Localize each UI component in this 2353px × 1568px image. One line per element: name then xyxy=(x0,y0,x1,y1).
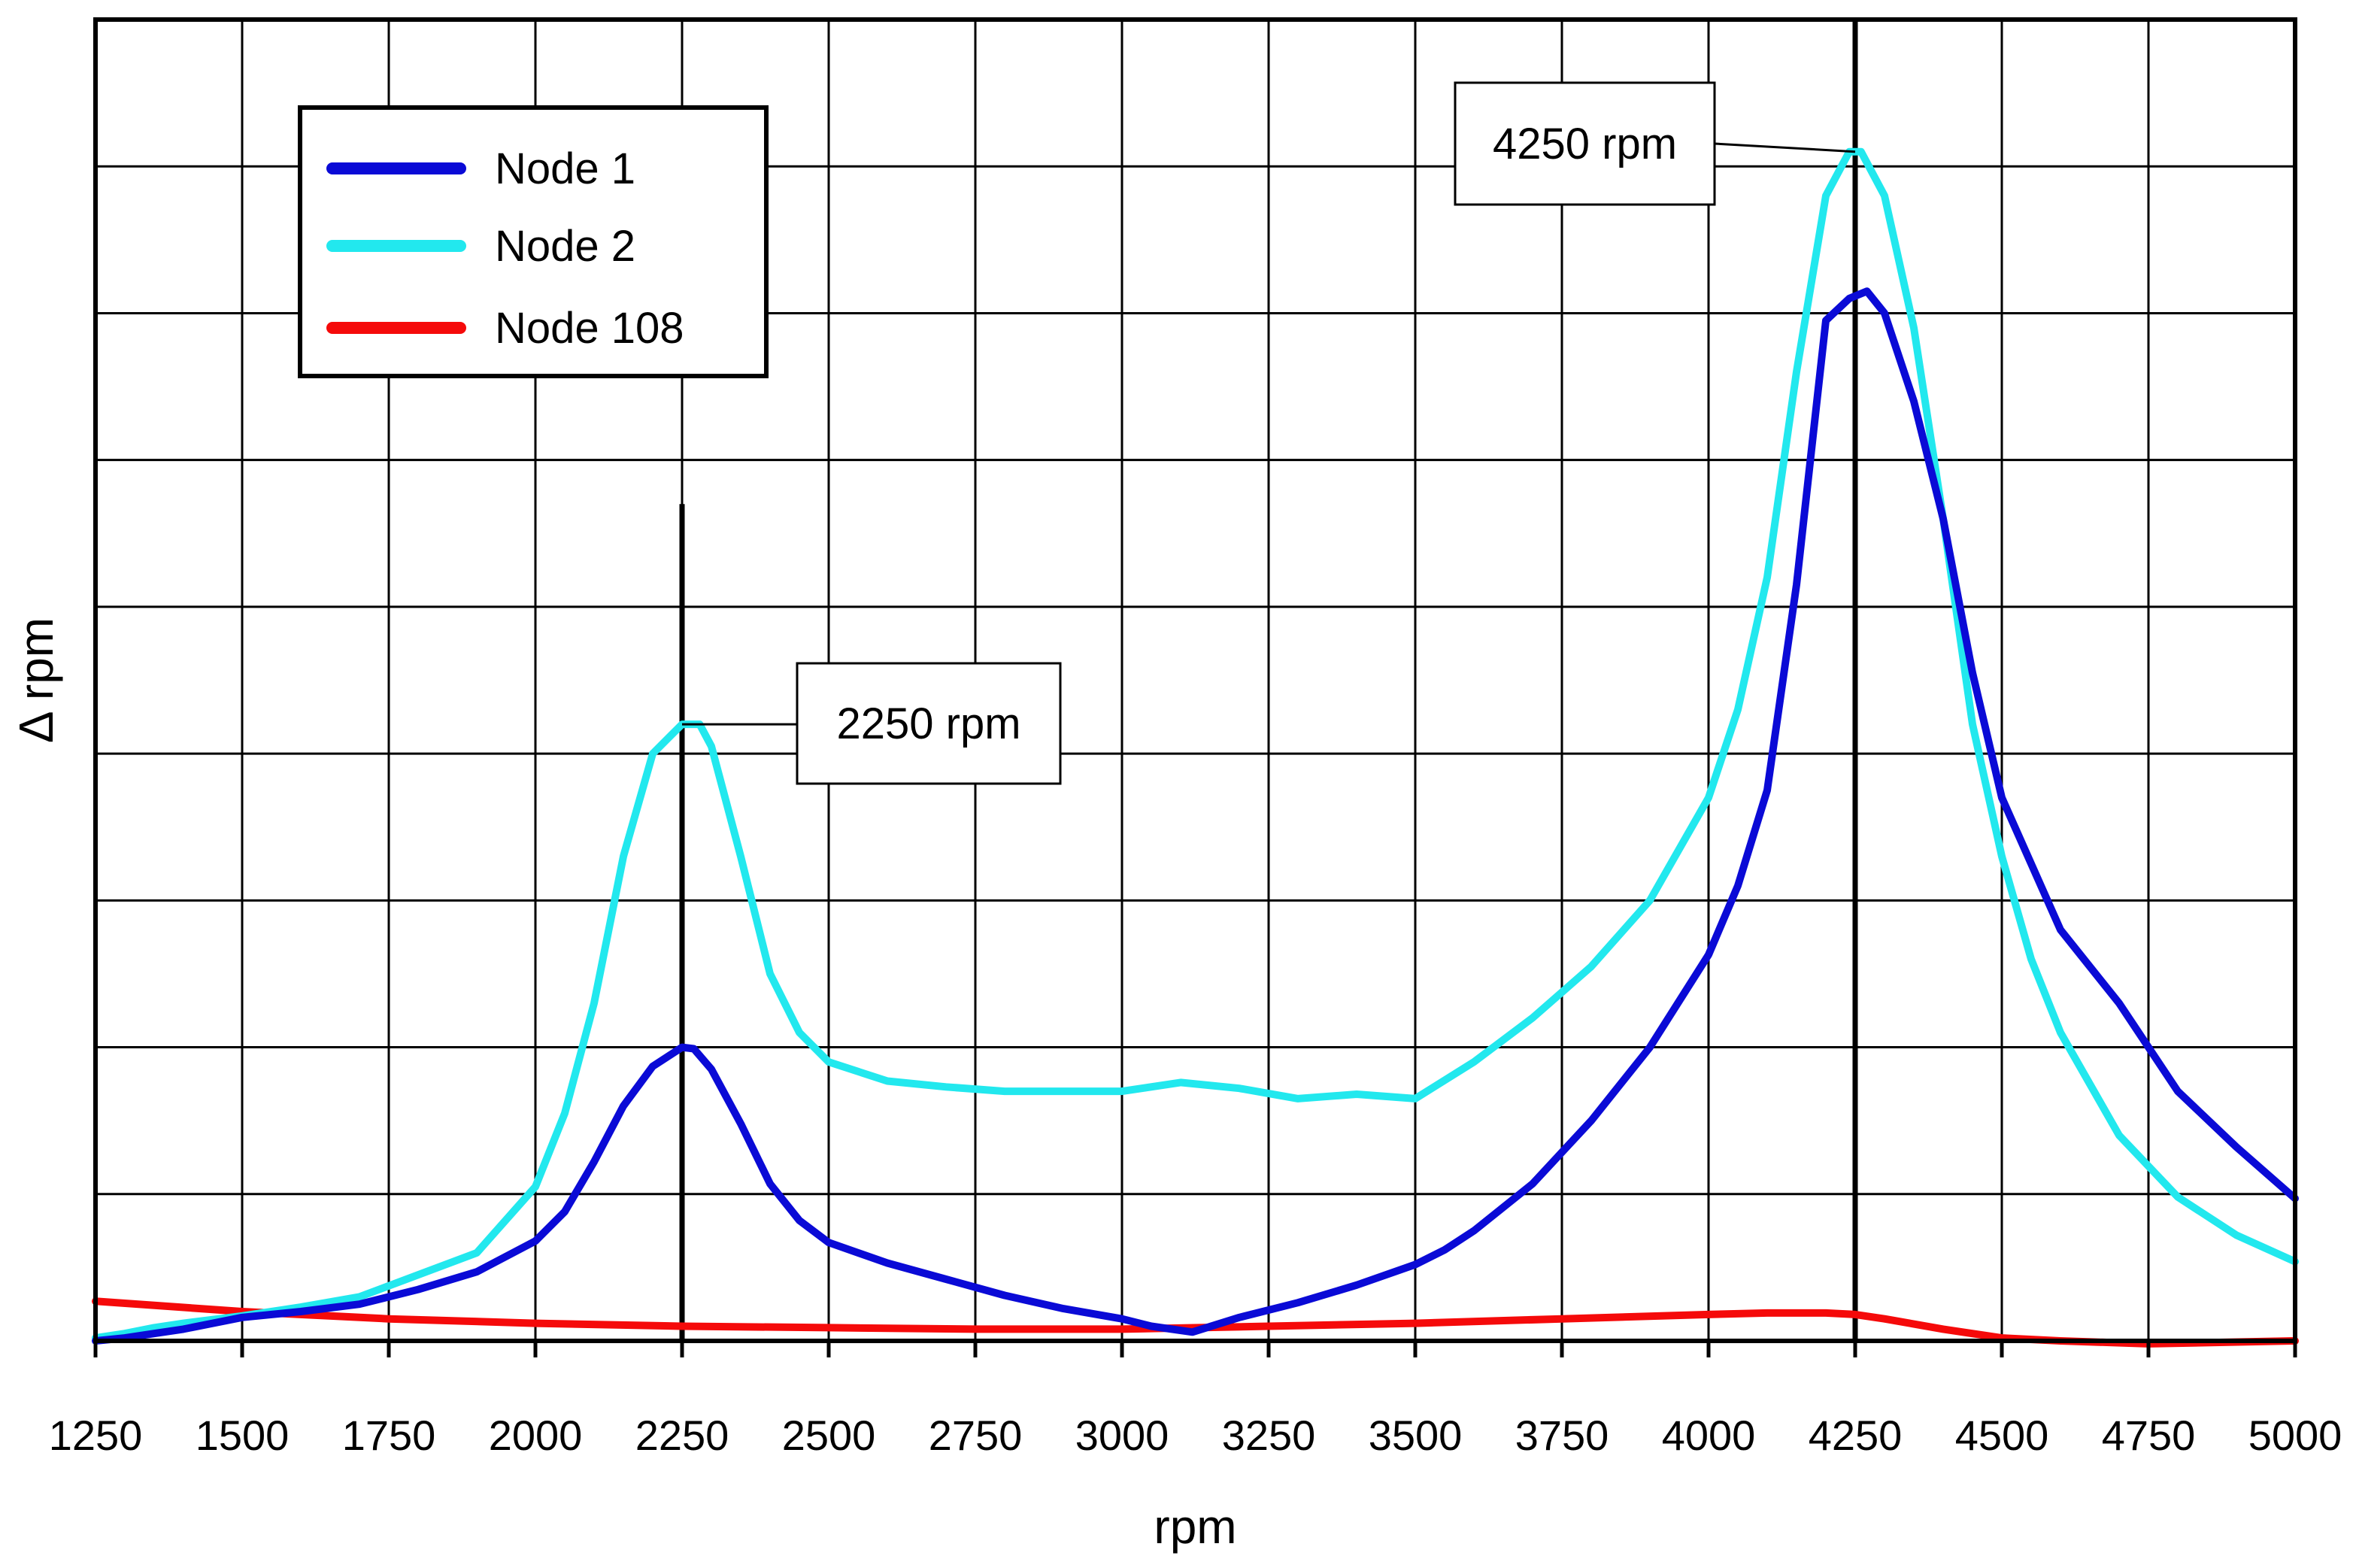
annotations: 2250 rpm 4250 rpm xyxy=(682,81,1856,785)
legend-label-node-2: Node 2 xyxy=(495,222,635,271)
x-tick-label: 3500 xyxy=(1369,1412,1463,1459)
x-tick-label: 4000 xyxy=(1662,1412,1756,1459)
x-tick-label: 5000 xyxy=(2248,1412,2342,1459)
x-tick-label: 2500 xyxy=(782,1412,876,1459)
callout-leader xyxy=(1714,142,1856,153)
callout-label: 2250 rpm xyxy=(836,699,1020,748)
callout-box xyxy=(796,662,1062,785)
plot-frame xyxy=(93,17,2297,1343)
x-tick-label: 4250 xyxy=(1809,1412,1903,1459)
x-tick-label: 3000 xyxy=(1075,1412,1169,1459)
y-axis-title: Δ rpm xyxy=(9,617,63,743)
callout-box xyxy=(1454,81,1716,206)
x-axis-title: rpm xyxy=(1154,1500,1236,1554)
legend-label-node-1: Node 1 xyxy=(495,144,635,193)
x-tick-labels: 1250 1500 1750 2000 2250 2500 2750 3000 3250 3500… xyxy=(49,1341,2342,1459)
x-tick-label: 1250 xyxy=(49,1412,143,1459)
x-tick-label: 3750 xyxy=(1515,1412,1609,1459)
x-tick-label: 2250 xyxy=(635,1412,729,1459)
x-tick-label: 2000 xyxy=(489,1412,583,1459)
legend-label-node-108: Node 108 xyxy=(495,304,684,353)
x-tick-label: 4500 xyxy=(1955,1412,2049,1459)
series-line-node-1 xyxy=(92,287,2299,1345)
peak-marker-lines xyxy=(679,20,1858,1341)
series-line-node-2 xyxy=(92,147,2299,1342)
x-tick-label: 1750 xyxy=(342,1412,436,1459)
x-tick-label: 1500 xyxy=(196,1412,290,1459)
x-tick-label: 2750 xyxy=(929,1412,1023,1459)
callout-label: 4250 rpm xyxy=(1493,120,1677,168)
x-tick-label: 3250 xyxy=(1222,1412,1316,1459)
series-line-node-108 xyxy=(92,1297,2299,1348)
legend: Node 1 Node 2 Node 108 xyxy=(298,105,769,378)
series-group xyxy=(92,147,2299,1348)
x-tick-label: 4750 xyxy=(2102,1412,2196,1459)
